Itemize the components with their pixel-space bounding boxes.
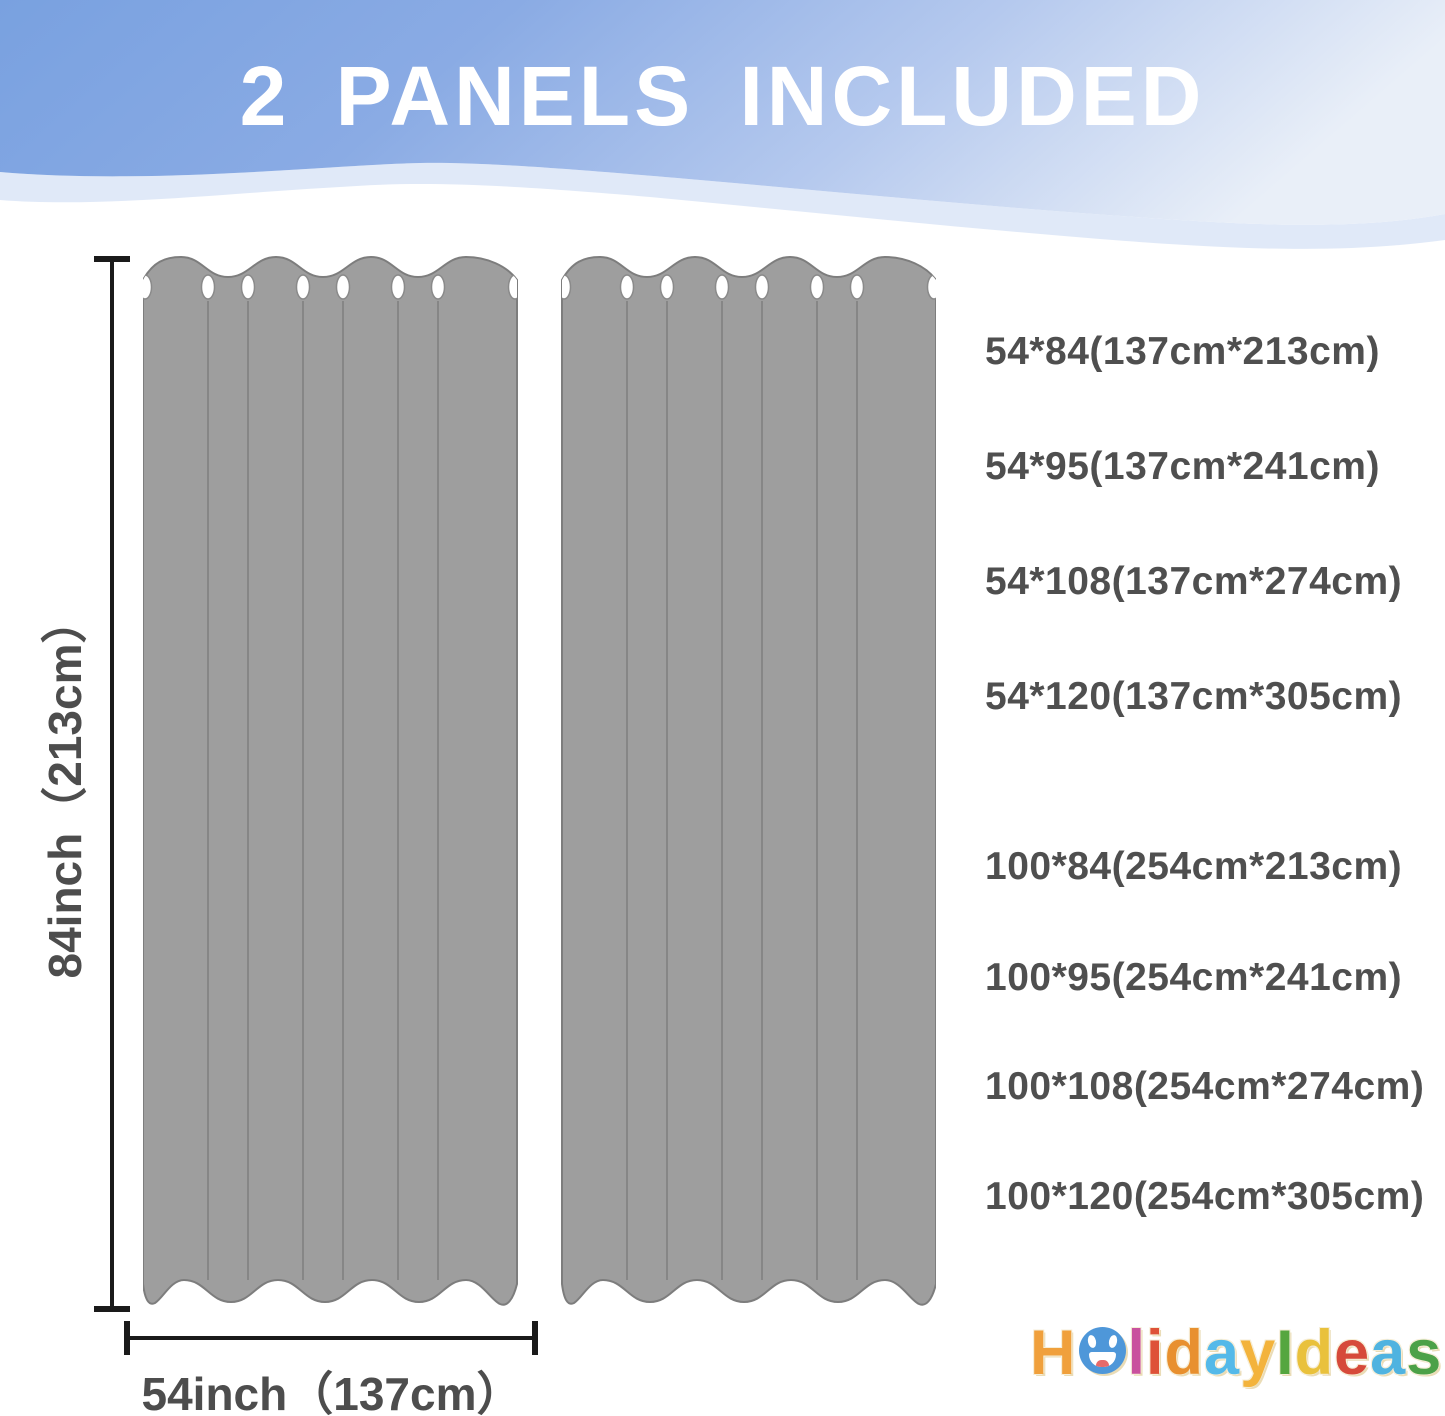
logo-letter: I: [1276, 1318, 1295, 1388]
smiley-eye-left: [1086, 1334, 1097, 1349]
height-dimension-label: 84inch（213cm）: [39, 597, 91, 979]
smiley-mouth: [1088, 1352, 1116, 1367]
smiley-face-o-icon: [1078, 1327, 1126, 1374]
width-dimension-cap-left: [124, 1321, 130, 1355]
curtain-panel-right: [558, 257, 937, 1305]
logo-letter: y: [1240, 1318, 1277, 1388]
banner-wave-graphic: [0, 0, 1445, 249]
logo-letter: i: [1146, 1318, 1165, 1388]
curtain-panel-left: [143, 257, 522, 1305]
banner-secondary-wave: [0, 162, 1445, 249]
logo-letter: d: [1294, 1318, 1335, 1388]
curtain-panels-graphic: [143, 254, 936, 1312]
width-dimension-cap-right: [532, 1321, 538, 1355]
size-option: 100*120(254cm*305cm): [985, 1175, 1425, 1218]
logo-letter: s: [1406, 1318, 1443, 1388]
logo-letter: e: [1334, 1318, 1371, 1388]
banner-main-wave: [0, 0, 1445, 225]
height-dimension-line: [110, 258, 114, 1308]
size-option: 100*84(254cm*213cm): [985, 845, 1403, 888]
size-option: 100*95(254cm*241cm): [985, 956, 1403, 999]
width-dimension-line: [126, 1336, 538, 1340]
size-option: 54*108(137cm*274cm): [985, 560, 1403, 603]
size-option: 54*95(137cm*241cm): [985, 445, 1380, 488]
logo-letter: l: [1127, 1318, 1147, 1388]
smiley-tongue: [1095, 1360, 1109, 1367]
size-option: 100*108(254cm*274cm): [985, 1065, 1425, 1108]
width-dimension-label: 54inch（137cm）: [141, 1368, 523, 1416]
height-dimension-cap-top: [94, 256, 130, 262]
header-banner: 2 PANELS INCLUDED: [0, 0, 1445, 275]
size-option: 54*120(137cm*305cm): [985, 675, 1403, 718]
logo-letter: d: [1164, 1318, 1205, 1388]
smiley-eye-right: [1107, 1334, 1118, 1349]
height-dimension-cap-bottom: [94, 1306, 130, 1312]
logo-letter: a: [1204, 1318, 1241, 1388]
logo-letter: a: [1370, 1318, 1407, 1388]
size-option: 54*84(137cm*213cm): [985, 330, 1380, 373]
page-title: 2 PANELS INCLUDED: [239, 49, 1206, 143]
logo-letter: H: [1030, 1318, 1077, 1388]
